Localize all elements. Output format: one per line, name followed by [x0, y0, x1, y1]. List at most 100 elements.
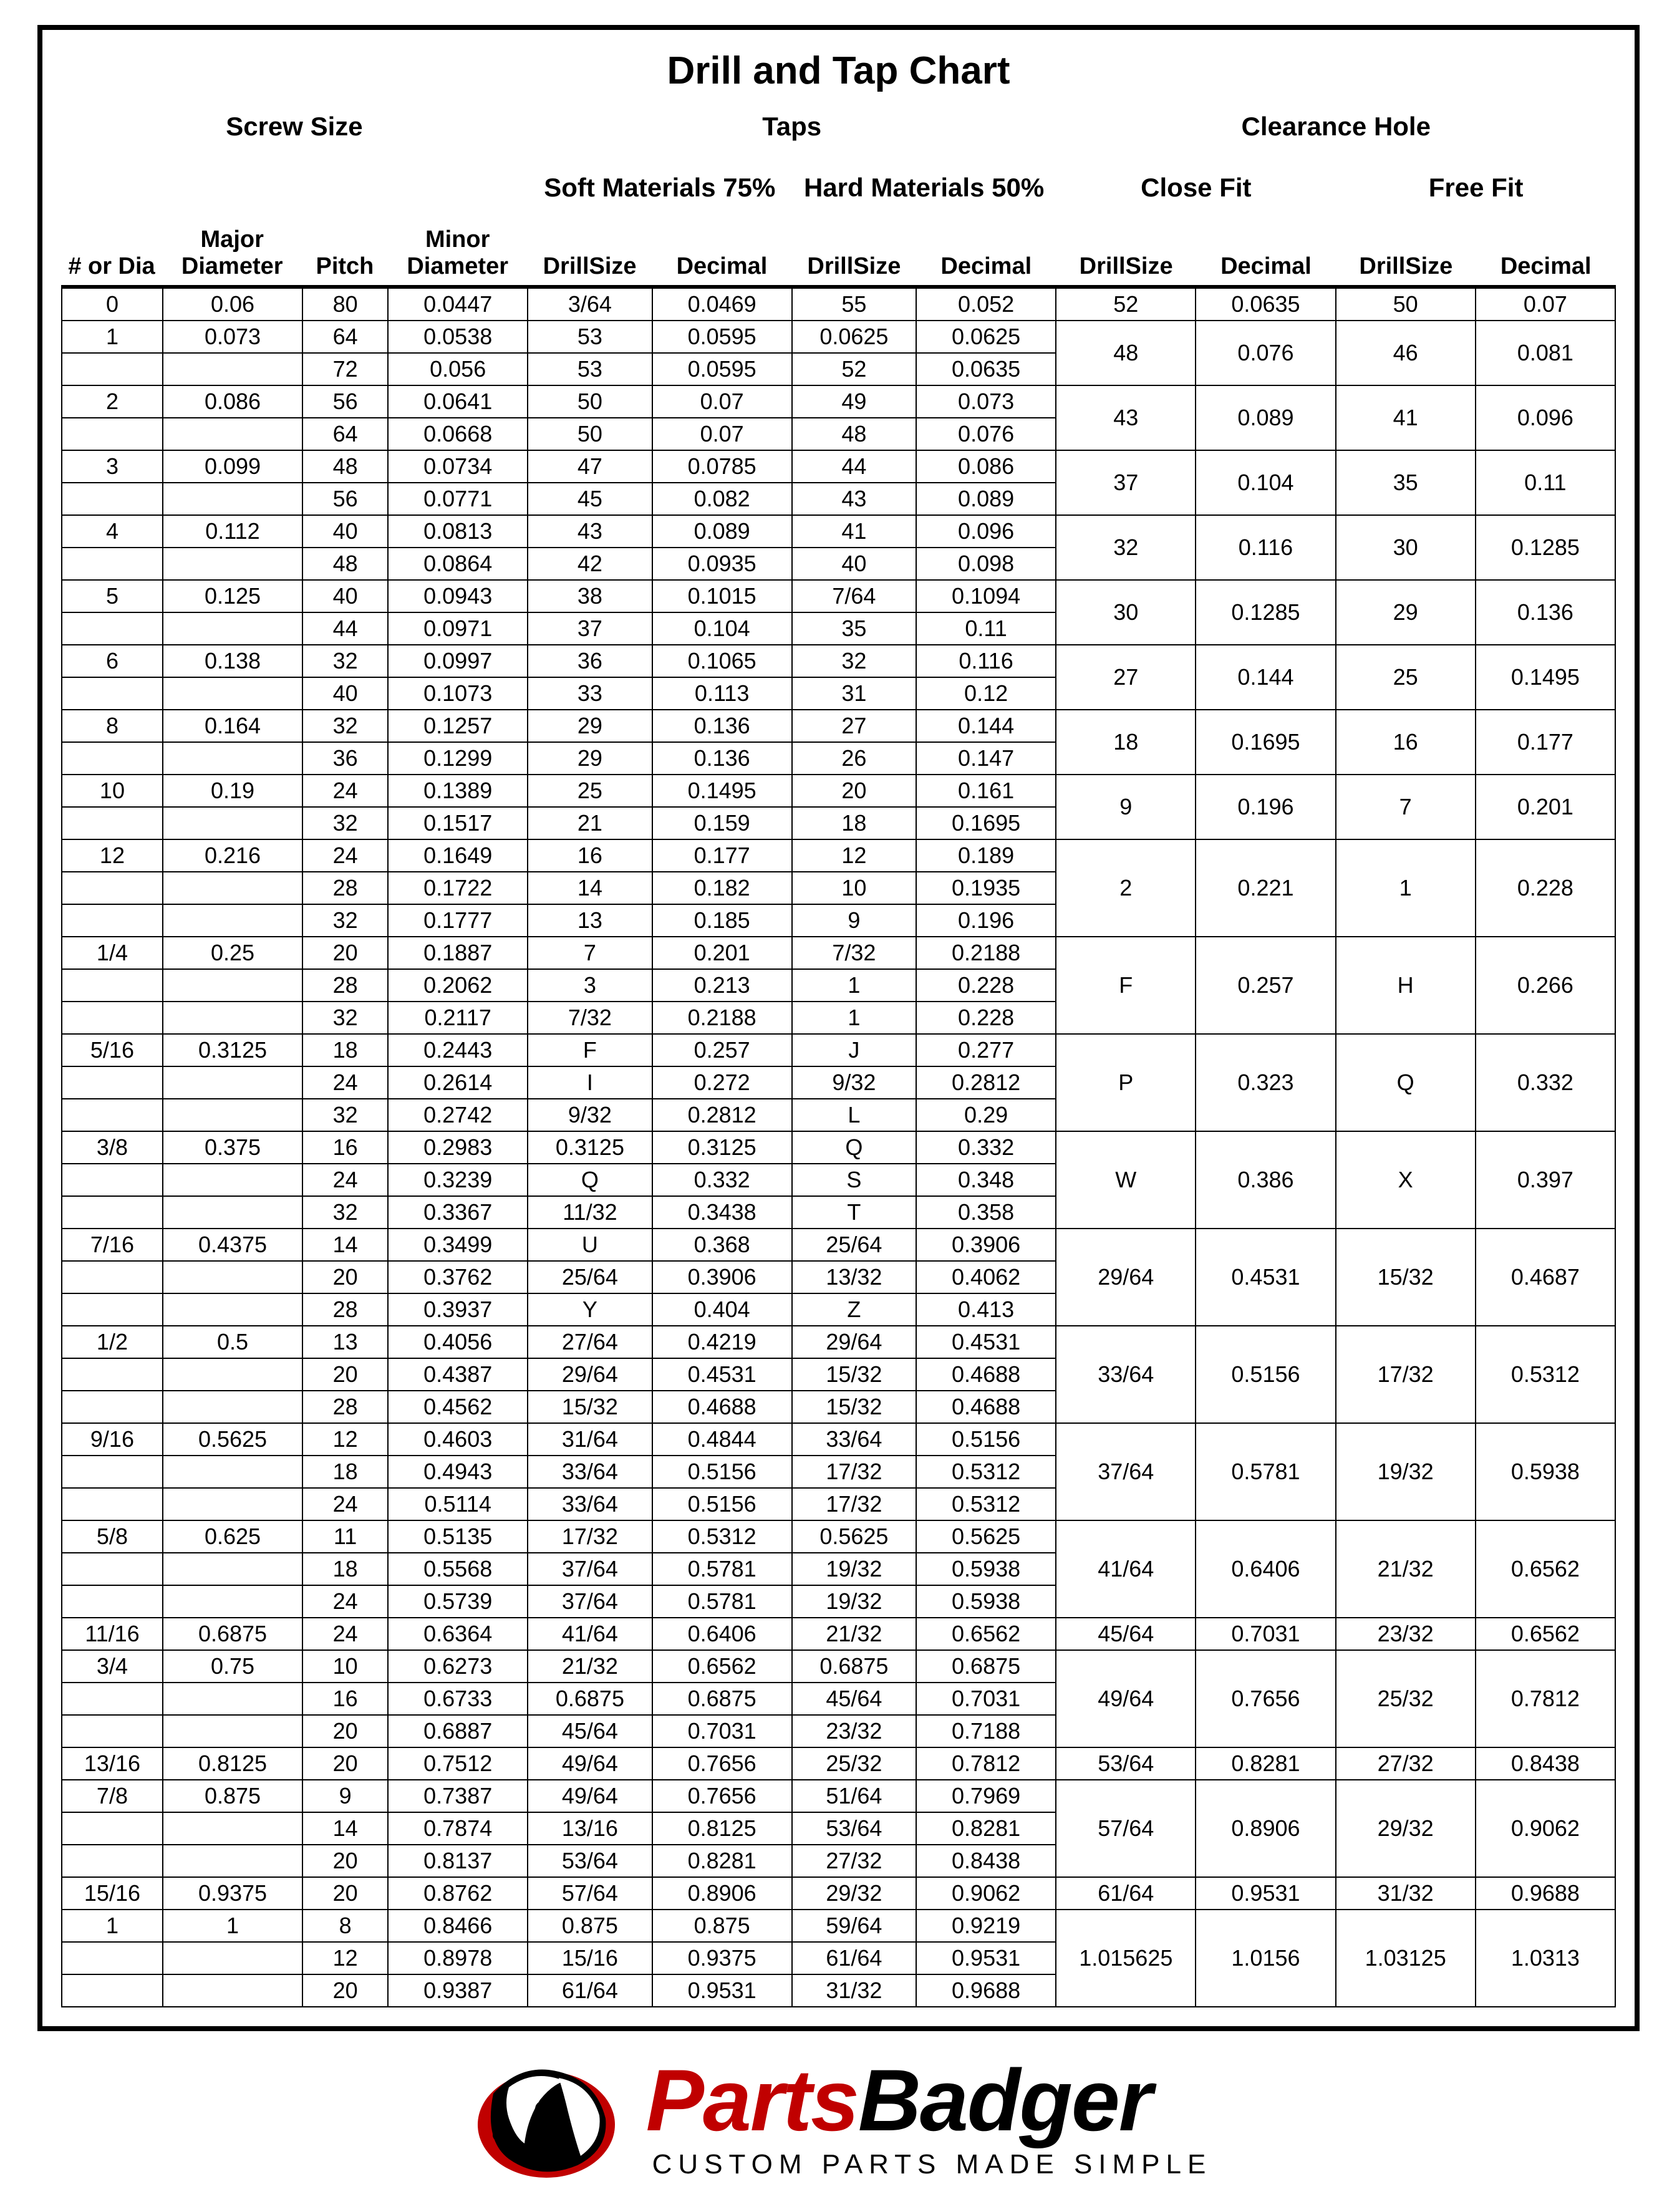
table-cell: 0.9531: [916, 1942, 1056, 1974]
table-cell: 0.5156: [1196, 1326, 1335, 1423]
table-cell: 0.0997: [388, 645, 528, 677]
table-cell: 0.2188: [652, 1002, 792, 1034]
table-cell: 0.6875: [528, 1683, 652, 1715]
table-cell: 0.5938: [916, 1553, 1056, 1585]
table-cell: 16: [302, 1131, 388, 1164]
table-cell: [163, 742, 302, 775]
table-cell: 0.228: [916, 969, 1056, 1002]
table-cell: 0.5156: [652, 1456, 792, 1488]
table-cell: 0.413: [916, 1293, 1056, 1326]
table-cell: [163, 1553, 302, 1585]
column-header: Decimal: [652, 248, 791, 285]
table-cell: 31/64: [528, 1423, 652, 1456]
table-cell: 0.9531: [652, 1974, 792, 2007]
table-cell: 0.1887: [388, 937, 528, 969]
table-cell: 1: [792, 969, 916, 1002]
table-cell: 0.0943: [388, 580, 528, 612]
table-cell: 33/64: [528, 1456, 652, 1488]
table-cell: 12: [792, 839, 916, 872]
table-cell: 0.1257: [388, 710, 528, 742]
table-cell: 3/8: [62, 1131, 163, 1164]
table-cell: L: [792, 1099, 916, 1131]
table-cell: 64: [302, 418, 388, 450]
table-cell: 0.2062: [388, 969, 528, 1002]
table-cell: 0.7812: [1476, 1650, 1615, 1747]
table-cell: 32: [1056, 515, 1196, 580]
table-cell: 37/64: [528, 1553, 652, 1585]
table-cell: 7/8: [62, 1780, 163, 1812]
logo: PartsBadger CUSTOM PARTS MADE SIMPLE: [37, 2050, 1640, 2187]
table-cell: 25/32: [792, 1747, 916, 1780]
table-row: 7/160.4375140.3499U0.36825/640.390629/64…: [62, 1229, 1615, 1261]
table-cell: 1/4: [62, 937, 163, 969]
table-cell: 15/32: [792, 1391, 916, 1423]
table-cell: [163, 1488, 302, 1520]
table-cell: 27: [1056, 645, 1196, 710]
table-cell: 7/16: [62, 1229, 163, 1261]
table-cell: 0.5: [163, 1326, 302, 1358]
table-cell: 0.1299: [388, 742, 528, 775]
table-cell: 0.1777: [388, 904, 528, 937]
table-cell: 3: [528, 969, 652, 1002]
table-cell: 0.11: [1476, 450, 1615, 515]
table-cell: [163, 1261, 302, 1293]
table-cell: 1: [792, 1002, 916, 1034]
table-cell: [62, 612, 163, 645]
table-cell: 44: [302, 612, 388, 645]
table-cell: J: [792, 1034, 916, 1066]
table-cell: 0.116: [1196, 515, 1335, 580]
table-cell: [62, 1358, 163, 1391]
table-cell: 0.5156: [652, 1488, 792, 1520]
table-cell: 26: [792, 742, 916, 775]
table-cell: 9: [302, 1780, 388, 1812]
table-cell: 0.1285: [1476, 515, 1615, 580]
table-cell: 29/32: [792, 1877, 916, 1910]
table-cell: 0.0538: [388, 321, 528, 353]
table-cell: 0.185: [652, 904, 792, 937]
table-cell: 7/32: [792, 937, 916, 969]
table-cell: 0.056: [388, 353, 528, 385]
table-cell: 25/64: [792, 1229, 916, 1261]
table-cell: 0.5781: [1196, 1423, 1335, 1520]
logo-brand-part2: Badger: [858, 2051, 1151, 2149]
table-cell: 9: [1056, 775, 1196, 839]
table-cell: 0.75: [163, 1650, 302, 1683]
table-cell: 0.1073: [388, 677, 528, 710]
table-cell: 32: [302, 1002, 388, 1034]
table-cell: 0.2812: [652, 1099, 792, 1131]
table-cell: 44: [792, 450, 916, 483]
table-cell: 33/64: [1056, 1326, 1196, 1423]
column-header: Decimal: [1196, 248, 1336, 285]
table-cell: F: [1056, 937, 1196, 1034]
table-cell: 0.2812: [916, 1066, 1056, 1099]
table-cell: 0.9531: [1196, 1877, 1335, 1910]
table-cell: 1.03125: [1336, 1910, 1476, 2007]
table-cell: 0.0971: [388, 612, 528, 645]
table-cell: 52: [792, 353, 916, 385]
table-cell: 0.164: [163, 710, 302, 742]
table-cell: 15/32: [528, 1391, 652, 1423]
table-cell: 7: [1336, 775, 1476, 839]
table-cell: [62, 1002, 163, 1034]
table-cell: 36: [302, 742, 388, 775]
table-cell: 0.5938: [1476, 1423, 1615, 1520]
table-cell: 20: [302, 1747, 388, 1780]
table-cell: 28: [302, 872, 388, 904]
table-cell: 43: [528, 515, 652, 548]
table-cell: [62, 1164, 163, 1196]
table-cell: 9/32: [792, 1066, 916, 1099]
table-cell: 53/64: [792, 1812, 916, 1845]
table-cell: 0.6887: [388, 1715, 528, 1747]
table-cell: 21/32: [792, 1618, 916, 1650]
table-cell: [163, 353, 302, 385]
table-cell: 8: [62, 710, 163, 742]
table-cell: 0.404: [652, 1293, 792, 1326]
table-cell: 0.5781: [652, 1553, 792, 1585]
table-cell: 24: [302, 1618, 388, 1650]
table-row: 10.073640.0538530.05950.06250.0625480.07…: [62, 321, 1615, 353]
table-cell: 0.8438: [916, 1845, 1056, 1877]
table-row: 80.164320.1257290.136270.144180.1695160.…: [62, 710, 1615, 742]
table-cell: Q: [528, 1164, 652, 1196]
table-cell: 0.1722: [388, 872, 528, 904]
table-cell: 37: [1056, 450, 1196, 515]
